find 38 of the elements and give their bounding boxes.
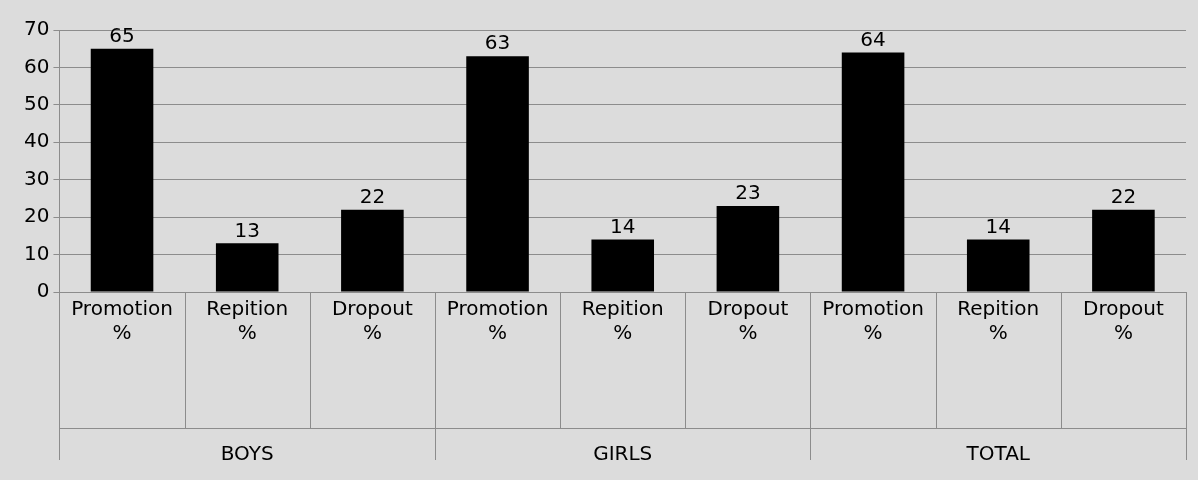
x-tick-label: Dropout % xyxy=(1082,296,1164,345)
y-tick-label: 50 xyxy=(24,91,50,116)
x-tick-label: Promotion % xyxy=(71,296,173,345)
data-label: 22 xyxy=(359,183,386,208)
y-tick-label: 0 xyxy=(36,278,50,303)
x-tick-label: Repition % xyxy=(581,296,664,345)
data-label: 13 xyxy=(234,217,260,242)
y-tick-label: 20 xyxy=(24,203,50,228)
bar xyxy=(841,52,905,292)
bar xyxy=(591,239,655,292)
data-label: 65 xyxy=(109,22,135,47)
x-tick-label: Promotion % xyxy=(822,296,924,345)
bar xyxy=(215,243,279,292)
bar xyxy=(341,209,404,292)
y-tick-label: 30 xyxy=(24,165,50,190)
y-tick-label: 10 xyxy=(24,240,50,265)
y-tick-label: 40 xyxy=(24,128,50,153)
y-tick-label: 60 xyxy=(24,53,50,78)
y-tick-label: 70 xyxy=(24,16,50,41)
data-label: 14 xyxy=(985,213,1011,238)
bar xyxy=(716,205,780,292)
bar xyxy=(1092,209,1155,292)
x-tick-label: Dropout % xyxy=(331,296,413,345)
data-label: 22 xyxy=(1110,183,1137,208)
text: TOTAL xyxy=(965,441,1031,466)
data-label: 63 xyxy=(484,30,511,55)
text: BOYS xyxy=(220,441,274,466)
x-tick-label: Repition % xyxy=(957,296,1040,345)
x-tick-label: Dropout % xyxy=(707,296,789,345)
text: GIRLS xyxy=(593,441,653,466)
bar xyxy=(966,239,1030,292)
bar xyxy=(466,56,529,292)
bar xyxy=(90,48,154,292)
x-tick-label: Promotion % xyxy=(446,296,549,345)
data-label: 64 xyxy=(860,26,886,51)
data-label: 23 xyxy=(735,180,761,205)
x-tick-label: Repition % xyxy=(206,296,289,345)
data-label: 14 xyxy=(610,213,636,238)
